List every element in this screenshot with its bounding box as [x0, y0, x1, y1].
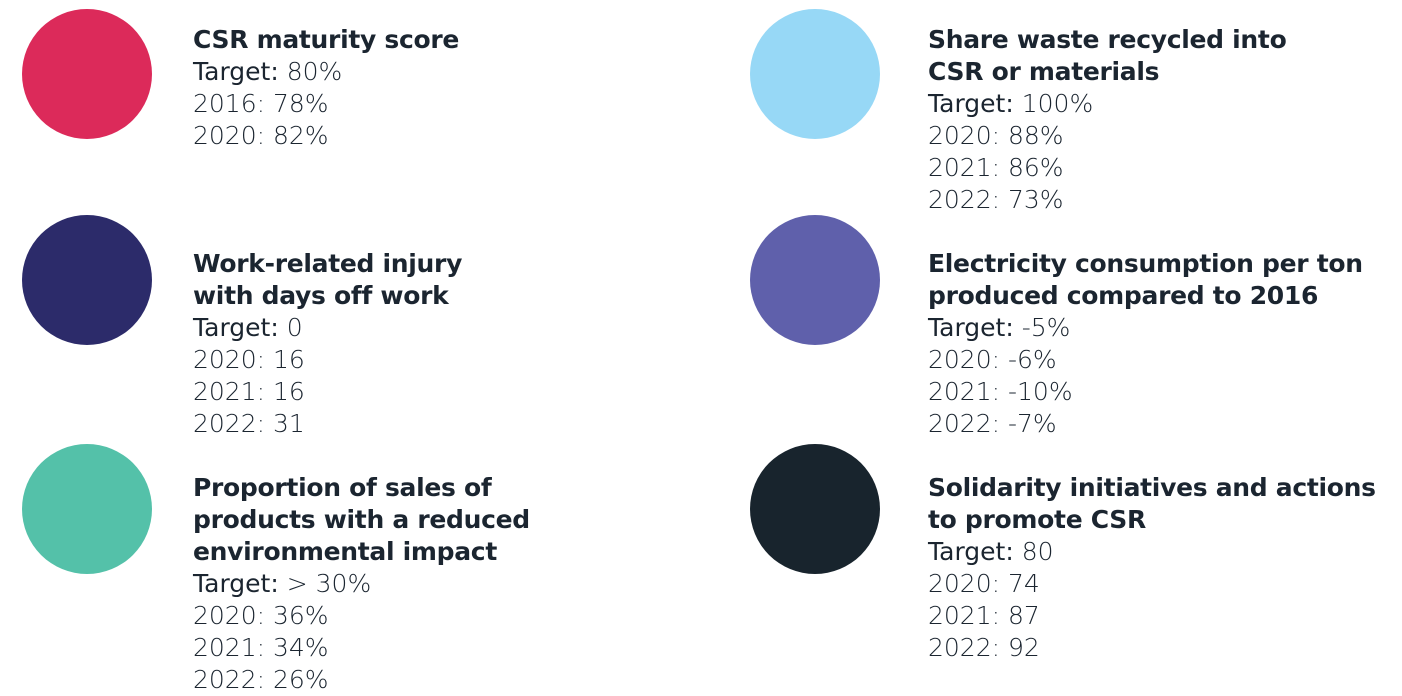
- kpi-title: Work-related injury: [193, 249, 463, 278]
- kpi-title: CSR maturity score: [193, 25, 460, 54]
- kpi-circle: [750, 444, 880, 574]
- target-label: Target:: [193, 569, 279, 598]
- target-value: 100%: [1021, 89, 1094, 118]
- target-value: 0: [286, 313, 303, 342]
- target-label: Target:: [928, 537, 1014, 566]
- kpi-title: environmental impact: [193, 537, 497, 566]
- kpi-history: 2022: 31: [193, 409, 305, 438]
- target-label: Target:: [928, 313, 1014, 342]
- kpi-history: 2021: 34%: [193, 633, 329, 662]
- kpi-title: Share waste recycled into: [928, 25, 1287, 54]
- kpi-history: 2022: 26%: [193, 665, 329, 694]
- kpi-history: 2020: 82%: [193, 121, 329, 150]
- kpi-title: CSR or materials: [928, 57, 1160, 86]
- kpi-title: produced compared to 2016: [928, 281, 1319, 310]
- kpi-history: 2020: -6%: [928, 345, 1057, 374]
- kpi-target: Target: 100%: [928, 88, 1286, 120]
- target-label: Target:: [193, 57, 279, 86]
- kpi-history: 2016: 78%: [193, 89, 329, 118]
- kpi-text: Solidarity initiatives and actions to pro…: [928, 472, 1376, 664]
- kpi-history: 2020: 74: [928, 569, 1040, 598]
- kpi-circle: [750, 9, 880, 139]
- kpi-history: 2021: 86%: [928, 153, 1064, 182]
- kpi-history: 2021: 87: [928, 601, 1040, 630]
- kpi-circle: [750, 215, 880, 345]
- kpi-title: Solidarity initiatives and actions: [928, 473, 1376, 502]
- kpi-history: 2020: 36%: [193, 601, 329, 630]
- kpi-circle: [22, 444, 152, 574]
- target-value: -5%: [1021, 313, 1071, 342]
- kpi-target: Target: 80: [928, 536, 1376, 568]
- kpi-history: 2020: 16: [193, 345, 305, 374]
- target-value: 80%: [286, 57, 343, 86]
- kpi-title: with days off work: [193, 281, 449, 310]
- kpi-title: Proportion of sales of: [193, 473, 492, 502]
- kpi-text: Proportion of sales of products with a re…: [193, 472, 530, 696]
- kpi-history: 2020: 88%: [928, 121, 1064, 150]
- target-label: Target:: [193, 313, 279, 342]
- kpi-target: Target: -5%: [928, 312, 1363, 344]
- kpi-target: Target: 80%: [193, 56, 459, 88]
- target-label: Target:: [928, 89, 1014, 118]
- kpi-title: products with a reduced: [193, 505, 530, 534]
- kpi-history: 2022: -7%: [928, 409, 1057, 438]
- target-value: > 30%: [286, 569, 372, 598]
- kpi-title: Electricity consumption per ton: [928, 249, 1363, 278]
- kpi-target: Target: > 30%: [193, 568, 530, 600]
- kpi-title: to promote CSR: [928, 505, 1146, 534]
- kpi-target: Target: 0: [193, 312, 462, 344]
- kpi-text: Electricity consumption per ton produced …: [928, 248, 1363, 440]
- kpi-text: CSR maturity score Target: 80% 2016: 78% 20…: [193, 24, 459, 152]
- kpi-history: 2021: -10%: [928, 377, 1073, 406]
- kpi-history: 2022: 73%: [928, 185, 1064, 214]
- kpi-circle: [22, 215, 152, 345]
- kpi-circle: [22, 9, 152, 139]
- kpi-history: 2021: 16: [193, 377, 305, 406]
- target-value: 80: [1021, 537, 1054, 566]
- kpi-text: Share waste recycled into CSR or material…: [928, 24, 1287, 216]
- kpi-history: 2022: 92: [928, 633, 1040, 662]
- kpi-text: Work-related injury with days off work Tar…: [193, 248, 462, 440]
